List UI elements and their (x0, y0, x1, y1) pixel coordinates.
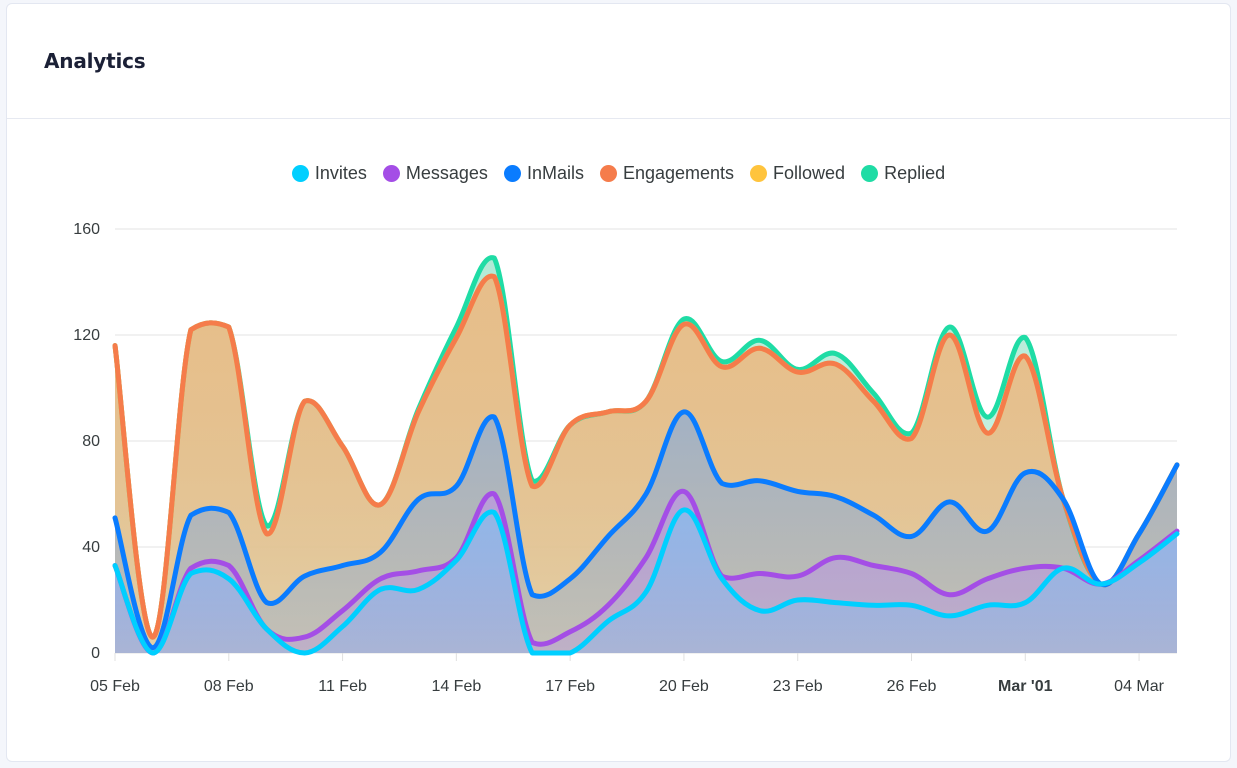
chart-legend: Invites Messages InMails Engagements Followe… (0, 163, 1237, 184)
legend-item-followed[interactable]: Followed (750, 163, 845, 184)
y-tick-label: 160 (73, 221, 100, 238)
legend-item-engagements[interactable]: Engagements (599, 163, 735, 184)
legend-marker-icon (599, 165, 617, 182)
legend-label: Invites (314, 163, 367, 183)
y-tick-label: 80 (82, 433, 100, 450)
legend-marker-icon (861, 165, 879, 182)
line-invites[interactable] (112, 507, 1180, 656)
x-tick-label: 05 Feb (90, 678, 140, 695)
x-tick-label: 11 Feb (318, 678, 367, 695)
x-axis: 05 Feb 08 Feb 11 Feb 14 Feb 17 Feb 20 Feb 23 F… (90, 653, 1165, 695)
y-tick-label: 40 (82, 539, 100, 556)
x-tick-label: 17 Feb (545, 678, 595, 695)
legend-item-messages[interactable]: Messages (382, 163, 488, 184)
y-tick-label: 0 (91, 645, 100, 662)
legend-item-invites[interactable]: Invites (291, 163, 367, 184)
y-axis: 0 40 80 120 160 (73, 221, 100, 662)
x-tick-label: 08 Feb (204, 678, 254, 695)
legend-marker-icon (750, 165, 768, 182)
legend-marker-icon (503, 165, 521, 182)
card-header: Analytics (7, 4, 1230, 119)
legend-item-inmails[interactable]: InMails (503, 163, 584, 184)
card-title: Analytics (44, 49, 146, 73)
x-tick-label: 14 Feb (431, 678, 481, 695)
x-tick-label: 26 Feb (887, 678, 937, 695)
series-areas (115, 257, 1177, 653)
legend-marker-icon (291, 165, 309, 182)
x-tick-label: 20 Feb (659, 678, 709, 695)
y-tick-label: 120 (73, 327, 100, 344)
area-invites (115, 509, 1177, 653)
x-tick-label: Mar '01 (998, 678, 1053, 695)
x-tick-label: 04 Mar (1114, 678, 1164, 695)
legend-label: InMails (526, 163, 584, 183)
line-inmails[interactable] (112, 409, 1180, 651)
series-lines (112, 255, 1180, 656)
legend-item-replied[interactable]: Replied (861, 163, 945, 184)
x-tick-label: 23 Feb (773, 678, 823, 695)
legend-label: Followed (773, 163, 846, 183)
legend-label: Engagements (622, 163, 735, 183)
legend-marker-icon (382, 165, 400, 182)
line-engagements[interactable] (112, 273, 1180, 640)
legend-label: Replied (884, 163, 946, 183)
legend-label: Messages (405, 163, 488, 183)
